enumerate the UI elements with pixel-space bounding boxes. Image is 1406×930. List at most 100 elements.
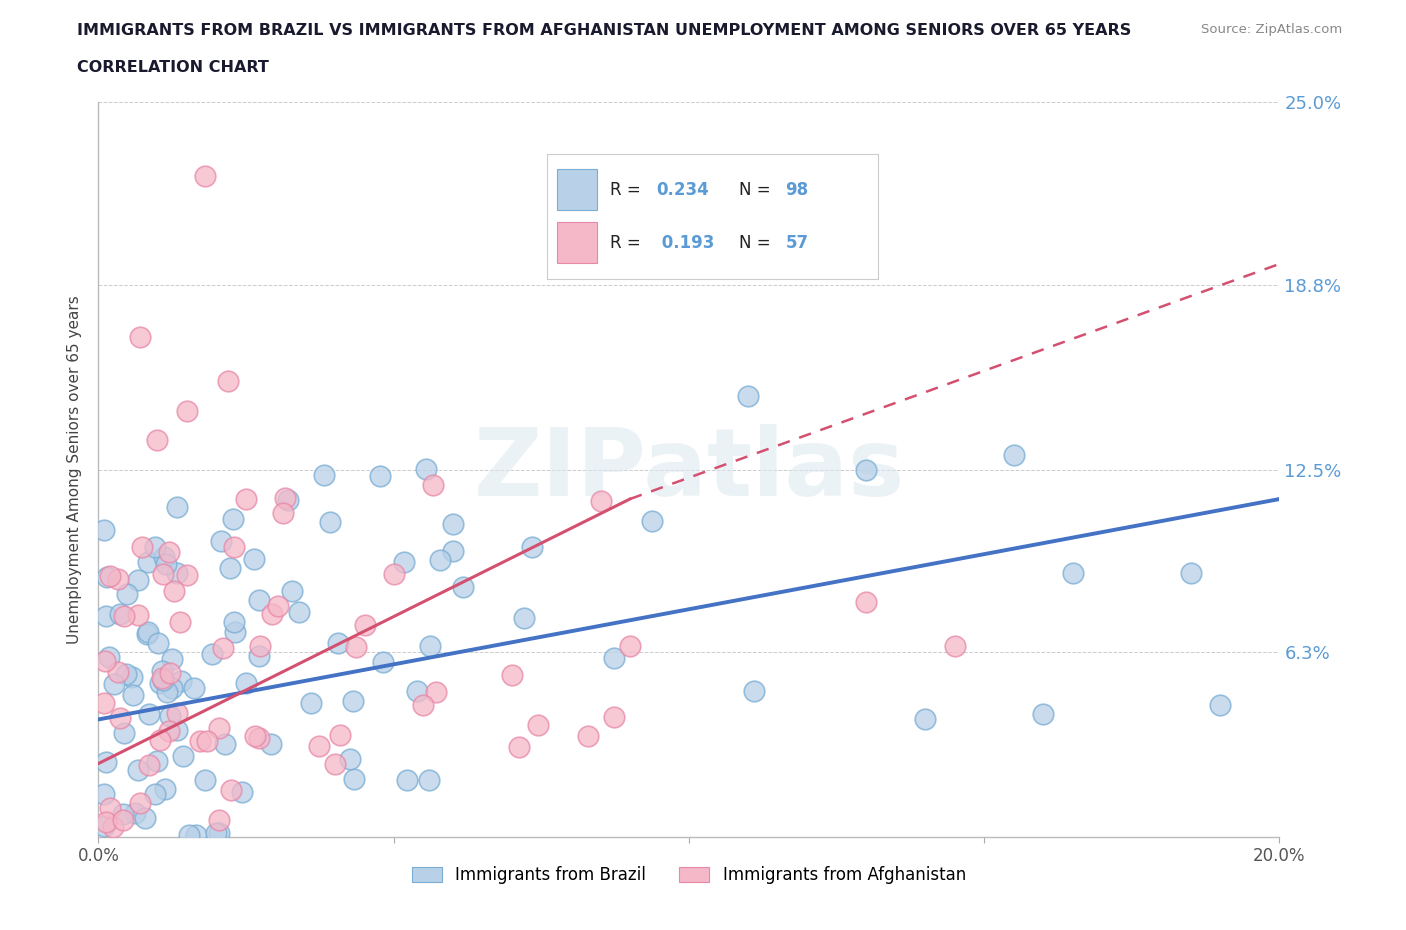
Point [344,640,367,655]
Point [155,556,177,571]
Point [150,664,173,679]
Point [176,404,198,418]
Point [218,560,240,575]
Point [412,698,434,712]
Point [159,709,181,724]
Point [406,684,429,698]
Point [194,772,217,787]
Point [737,389,759,404]
Point [1032,706,1054,721]
Point [183,681,205,696]
Point [96,814,118,829]
Point [136,624,159,639]
Point [1180,565,1202,580]
Point [150,671,173,685]
Point [145,754,167,769]
Point [308,738,330,753]
Point [152,550,174,565]
Point [943,639,966,654]
Point [382,566,405,581]
Point [796,257,818,272]
Point [243,552,266,567]
Point [339,751,361,766]
Point [134,811,156,826]
Point [93,695,115,710]
Point [103,677,125,692]
Point [271,506,294,521]
Text: Source: ZipAtlas.com: Source: ZipAtlas.com [1202,23,1343,36]
Point [260,737,283,752]
Point [217,374,239,389]
Point [415,461,437,476]
Point [138,758,160,773]
Point [156,685,179,700]
Point [312,468,335,483]
Point [914,712,936,727]
Point [522,540,544,555]
Point [235,492,257,507]
Point [323,756,346,771]
Point [138,707,160,722]
Point [262,607,284,622]
Point [157,724,180,738]
Point [281,583,304,598]
Point [176,567,198,582]
Point [107,572,129,587]
Point [166,722,188,737]
Point [267,599,290,614]
Point [208,721,231,736]
Point [855,594,877,609]
Point [508,740,530,755]
Point [129,795,152,810]
Point [136,555,159,570]
Point [224,625,246,640]
Point [603,710,626,724]
Point [299,696,322,711]
Point [527,717,550,732]
Point [98,568,121,583]
Point [93,523,115,538]
Point [1062,565,1084,580]
Point [197,734,219,749]
Point [1002,447,1025,462]
Point [222,512,245,526]
Point [425,684,447,699]
Point [157,545,180,560]
Point [94,654,117,669]
Point [124,805,146,820]
Point [149,733,172,748]
Point [208,813,231,828]
Point [146,635,169,650]
Point [277,493,299,508]
Point [111,806,134,821]
Point [97,649,120,664]
Point [127,763,149,777]
Point [93,787,115,802]
Point [155,782,177,797]
Y-axis label: Unemployment Among Seniors over 65 years: Unemployment Among Seniors over 65 years [67,296,83,644]
Point [392,554,415,569]
Point [145,540,167,555]
Point [221,782,243,797]
Point [855,462,877,477]
Point [247,730,270,745]
Point [235,676,257,691]
Point [194,168,217,183]
Point [453,579,475,594]
Point [641,513,664,528]
Point [418,773,440,788]
Point [249,638,271,653]
Point [163,584,186,599]
Point [188,733,211,748]
Point [208,826,231,841]
Point [127,608,149,623]
Point [121,687,143,702]
Point [422,477,444,492]
Point [224,539,246,554]
Point [419,639,441,654]
Point [111,812,134,827]
Point [602,650,624,665]
Point [108,711,131,725]
Point [149,675,172,690]
Point [243,729,266,744]
